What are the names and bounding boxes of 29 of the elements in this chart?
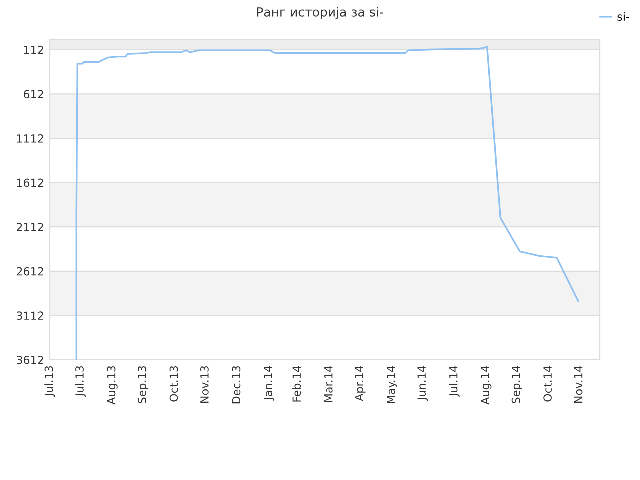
- x-tick-label: May.14: [387, 366, 398, 404]
- y-tick-label: 2112: [16, 223, 44, 232]
- x-tick-label: Aug.13: [107, 366, 118, 405]
- legend-label: si-: [618, 12, 630, 21]
- x-tick-label: Sep.14: [512, 366, 522, 404]
- x-tick-label: Nov.14: [574, 366, 583, 403]
- x-tick-label: Oct.13: [170, 366, 178, 402]
- x-tick-label: Oct.14: [544, 366, 552, 402]
- y-tick-label: 112: [24, 46, 44, 54]
- y-tick-label: 2612: [16, 267, 44, 276]
- y-tick-label: 1112: [17, 134, 44, 143]
- x-tick-label: Jul.14: [449, 366, 460, 398]
- x-tick-label: Aug.14: [481, 366, 492, 405]
- x-tick-label: Mar.14: [324, 366, 333, 402]
- y-tick-label: 3612: [17, 356, 44, 364]
- x-tick-label: Jul.13: [44, 366, 56, 398]
- x-tick-label: Dec.13: [232, 366, 241, 404]
- line-series: [76, 46, 580, 360]
- y-tick-label: 1612: [17, 178, 44, 188]
- x-tick-label: Feb.14: [292, 366, 302, 402]
- x-tick-label: Apr.14: [355, 366, 366, 402]
- y-tick-label: 612: [24, 90, 44, 99]
- x-tick-label: Jul.13: [75, 366, 86, 398]
- x-tick-label: Jan.14: [264, 366, 274, 401]
- x-tick-label: Sep.13: [138, 366, 149, 404]
- y-tick-label: 3112: [17, 312, 44, 320]
- x-tick-label: Jun.14: [418, 366, 428, 402]
- chart-title: Ранг историја за si-: [257, 7, 384, 20]
- x-tick-label: Nov.13: [200, 366, 209, 403]
